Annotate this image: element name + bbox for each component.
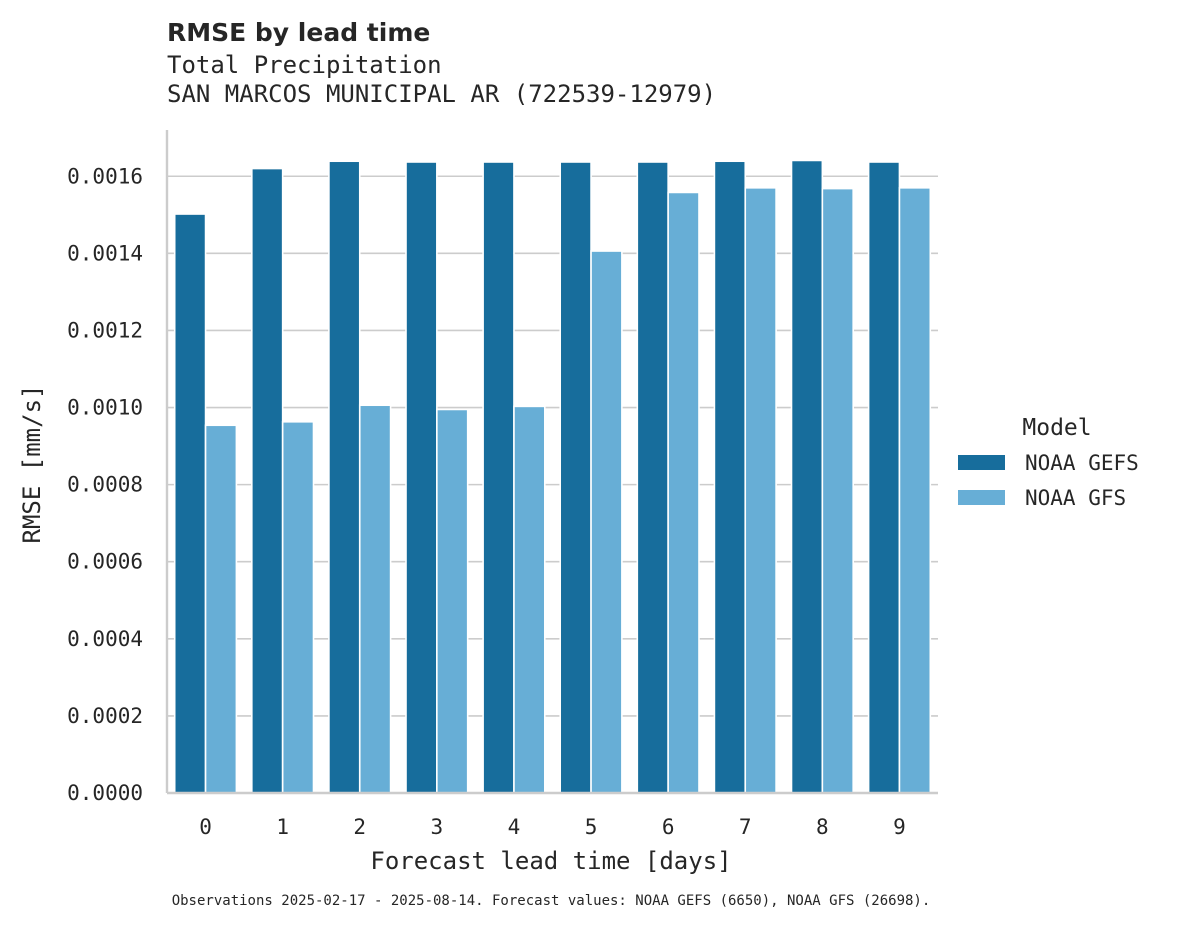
chart-subtitle-variable: Total Precipitation [167,51,442,79]
x-tick-label: 1 [276,815,289,839]
bars [173,159,932,794]
legend: Model NOAA GEFS NOAA GFS [958,415,1139,510]
x-tick-label: 7 [739,815,752,839]
bar-noaa-gfs-day-0 [204,424,238,794]
legend-label-noaa-gefs: NOAA GEFS [1025,451,1139,475]
y-tick-label: 0.0008 [67,473,143,497]
legend-title: Model [1022,415,1091,441]
y-tick-label: 0.0010 [67,396,143,420]
bar-noaa-gefs-day-3 [405,161,438,794]
bar-noaa-gefs-day-5 [559,161,592,794]
chart-footnote: Observations 2025-02-17 - 2025-08-14. Fo… [172,893,931,909]
x-axis-label: Forecast lead time [days] [370,847,731,875]
bar-noaa-gfs-day-1 [281,420,315,794]
bar-noaa-gfs-day-8 [821,187,854,794]
y-tick-label: 0.0000 [67,781,143,805]
y-axis-label: RMSE [mm/s] [18,385,46,544]
bar-noaa-gefs-day-8 [790,159,824,794]
y-tick-label: 0.0004 [67,627,143,651]
bar-noaa-gfs-day-9 [898,187,932,794]
bar-noaa-gfs-day-4 [513,405,546,794]
bar-noaa-gefs-day-9 [867,161,901,794]
x-tick-label: 6 [662,815,675,839]
x-tick-label: 3 [431,815,444,839]
x-tick-label: 4 [508,815,521,839]
x-tick-label: 0 [199,815,212,839]
chart-title: RMSE by lead time [167,18,430,47]
legend-swatch-noaa-gfs [958,490,1005,505]
bar-noaa-gefs-day-1 [251,167,284,794]
legend-label-noaa-gfs: NOAA GFS [1025,486,1126,510]
bar-noaa-gefs-day-7 [713,160,747,794]
bar-noaa-gefs-day-2 [328,160,361,794]
x-tick-label: 2 [353,815,366,839]
x-tick-label: 5 [585,815,598,839]
legend-swatch-noaa-gefs [958,455,1005,470]
bar-noaa-gfs-day-3 [436,408,469,794]
y-tick-label: 0.0002 [67,704,143,728]
x-tick-label: 9 [893,815,906,839]
bar-noaa-gfs-day-6 [667,191,700,794]
bar-noaa-gefs-day-4 [482,161,515,794]
x-tick-label: 8 [816,815,829,839]
axes [165,130,938,795]
y-tick-label: 0.0016 [67,164,143,188]
y-tick-label: 0.0006 [67,550,143,574]
bar-noaa-gefs-day-0 [173,213,207,794]
y-tick-labels: 0.0000 0.0002 0.0004 0.0006 0.0008 0.0010 0.00… [67,164,143,805]
bar-noaa-gfs-day-2 [358,404,392,794]
bar-noaa-gefs-day-6 [636,161,669,794]
y-tick-label: 0.0014 [67,241,143,265]
y-tick-label: 0.0012 [67,318,143,342]
chart-subtitle-station: SAN MARCOS MUNICIPAL AR (722539-12979) [167,80,716,108]
bar-noaa-gfs-day-5 [590,250,623,794]
bar-noaa-gfs-day-7 [744,187,777,794]
x-tick-labels: 0 1 2 3 4 5 6 7 8 9 [199,815,906,839]
